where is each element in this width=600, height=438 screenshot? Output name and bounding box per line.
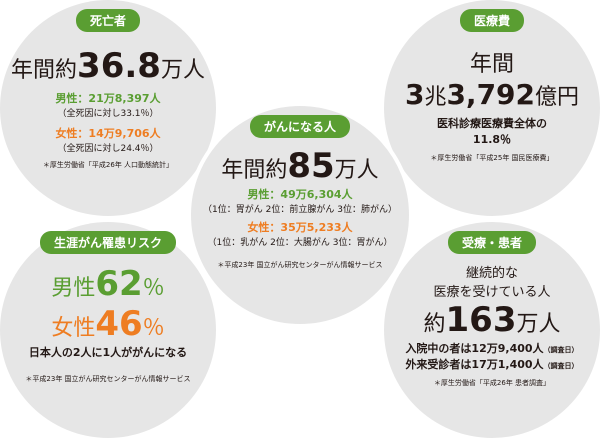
lifetime-risk-circle: 生涯がん罹患リスク 男性62％ 女性46％ 日本人の2人に1人ががんになる ＊平…	[0, 222, 216, 438]
text: 外来受診者は17万1,400人	[405, 358, 544, 371]
text: 女性	[51, 316, 96, 341]
title: 受療・患者	[447, 231, 536, 254]
title: 生涯がん罹患リスク	[39, 231, 176, 254]
text: 年間約	[221, 158, 288, 183]
text: 億円	[535, 85, 580, 110]
deaths-circle: 死亡者 年間約36.8万人 男性：21万8,397人 （全死因に対し33.1％）…	[0, 0, 216, 216]
desc: 医科診療医療費全体の	[437, 117, 547, 130]
male: 男性：49万6,304人	[247, 188, 353, 201]
number: 46	[95, 304, 143, 344]
female-risk: 女性46％	[0, 304, 216, 344]
inpatient: 入院中の者は12万9,400人（調査日）	[384, 340, 600, 356]
medical-cost-circle: 医療費 年間 3兆3,792億円 医科診療医療費全体の 11.8％ ＊厚生労働省…	[384, 0, 600, 216]
number: 85	[287, 146, 335, 186]
text: 万人	[334, 158, 379, 183]
headline: 約163万人	[384, 300, 600, 340]
male-risk: 男性62％	[0, 264, 216, 304]
text: ％	[142, 276, 165, 301]
title: 医療費	[459, 9, 524, 32]
source: ＊厚生労働省「平成26年 患者調査」	[433, 379, 551, 387]
text: 万人	[516, 312, 561, 337]
number: 36.8	[77, 46, 161, 86]
source: ＊厚生労働省「平成25年 国民医療費」	[430, 154, 554, 162]
outpatient: 外来受診者は17万1,400人（調査日）	[384, 356, 600, 372]
headline: 3兆3,792億円	[384, 78, 600, 111]
note: （調査日）	[543, 346, 579, 354]
rank: （1位：胃がん 2位：前立腺がん 3位：肺がん）	[203, 205, 397, 215]
note: （全死因に対し33.1％）	[57, 109, 159, 119]
note: （全死因に対し24.4％）	[57, 144, 159, 154]
text: 男性	[51, 276, 96, 301]
text: 万人	[160, 58, 205, 83]
number: 3,792	[446, 78, 536, 111]
title: 死亡者	[75, 9, 140, 32]
cancer-cases-circle: がんになる人 年間約85万人 男性：49万6,304人 （1位：胃がん 2位：前…	[187, 102, 413, 328]
number: 62	[95, 264, 143, 304]
text: 入院中の者は12万9,400人	[405, 342, 544, 355]
rank: （1位：乳がん 2位：大腸がん 3位：胃がん）	[207, 238, 393, 248]
source: ＊厚生労働省「平成26年 人口動態統計」	[42, 161, 174, 169]
female: 女性：14万9,706人	[55, 127, 161, 140]
text: 兆	[424, 85, 447, 110]
text: 年間約	[11, 58, 78, 83]
text: 約	[423, 312, 446, 337]
text: 年間	[469, 52, 514, 77]
patients-circle: 受療・患者 継続的な 医療を受けている人 約163万人 入院中の者は12万9,4…	[384, 222, 600, 438]
text: 医療を受けている人	[433, 285, 551, 300]
note: （調査日）	[543, 362, 579, 370]
ratio: 11.8％	[472, 133, 512, 146]
number: 163	[445, 300, 517, 340]
source: ＊平成23年 国立がん研究センターがん情報サービス	[217, 261, 383, 269]
text: 継続的な	[465, 266, 518, 281]
source: ＊平成23年 国立がん研究センターがん情報サービス	[25, 375, 191, 383]
title: がんになる人	[249, 115, 350, 138]
headline: 年間約85万人	[191, 146, 409, 186]
summary: 日本人の2人に1人ががんになる	[28, 346, 188, 359]
male: 男性：21万8,397人	[55, 92, 161, 105]
number: 3	[404, 78, 425, 111]
headline: 年間約36.8万人	[0, 46, 216, 86]
text: ％	[142, 316, 165, 341]
female: 女性：35万5,233人	[247, 221, 353, 234]
